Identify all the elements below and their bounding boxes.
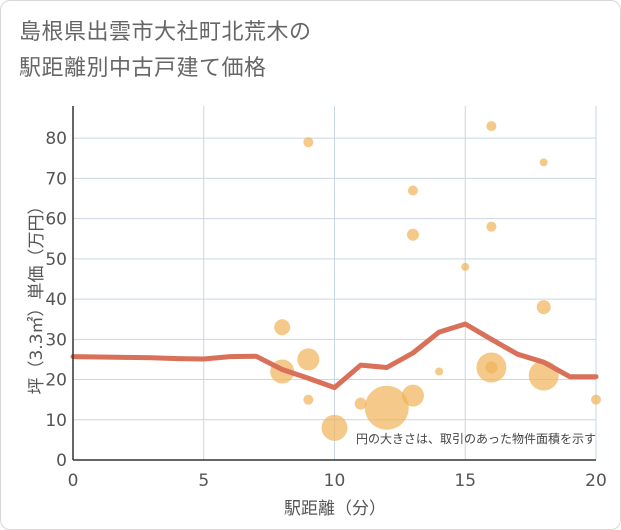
x-tick-label: 0 [68, 471, 79, 491]
bubble-point [486, 121, 497, 132]
bubble-point [354, 397, 367, 410]
bubble-point [435, 367, 444, 376]
bubble-point [461, 262, 470, 271]
chart-title: 島根県出雲市大社町北荒木の 駅距離別中古戸建て価格 [19, 15, 312, 87]
chart-title-line1: 島根県出雲市大社町北荒木の [19, 20, 312, 45]
y-axis-label: 坪（3.3㎡）単価（万円） [27, 197, 47, 394]
grid-lines [73, 106, 597, 460]
y-tick-label: 10 [45, 411, 67, 431]
y-tick-label: 30 [45, 330, 67, 350]
trend-line-group [70, 321, 599, 391]
bubble-point [539, 158, 548, 167]
x-tick-label: 20 [585, 471, 607, 491]
bubble-point [406, 228, 419, 241]
y-tick-label: 70 [45, 169, 67, 189]
bubble-point [485, 361, 498, 374]
y-tick-label: 40 [45, 290, 67, 310]
bubble-point [401, 384, 424, 407]
x-tick-label: 10 [324, 471, 346, 491]
bubble-point [303, 137, 314, 148]
axes [72, 106, 596, 461]
bubble-point [407, 185, 418, 196]
x-tick-label: 15 [454, 471, 476, 491]
x-axis-label: 駅距離（分） [284, 499, 386, 519]
bubble-point [486, 221, 497, 232]
x-tick-label: 5 [198, 471, 209, 491]
y-tick-label: 80 [45, 129, 67, 149]
y-tick-label: 50 [45, 250, 67, 270]
y-tick-label: 60 [45, 210, 67, 230]
bubble-point [591, 394, 601, 405]
tick-labels: 0 10 20 30 40 50 60 70 80 0 5 10 15 20 [45, 129, 606, 491]
bubble-size-note: 円の大きさは、取引のあった物件面積を示す [356, 431, 596, 446]
bubble-point [536, 300, 551, 315]
bubble-point [364, 385, 409, 430]
bubble-point [321, 414, 348, 441]
bubble-point [274, 319, 291, 336]
y-tick-label: 20 [45, 371, 67, 391]
bubbles [270, 121, 601, 441]
bubble-point [297, 348, 320, 371]
bubble-point [303, 394, 314, 405]
chart-title-line2: 駅距離別中古戸建て価格 [19, 56, 267, 81]
y-tick-label: 0 [56, 451, 67, 471]
trend-line [70, 321, 599, 391]
